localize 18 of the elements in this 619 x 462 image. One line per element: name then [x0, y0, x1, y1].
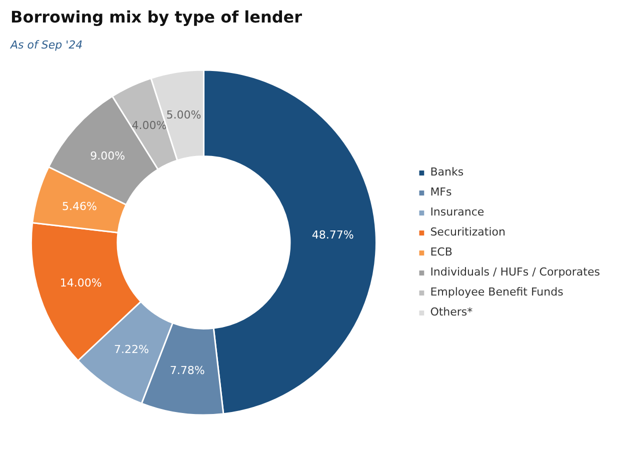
- data-label: 48.77%: [312, 228, 354, 242]
- legend-label: Insurance: [430, 206, 484, 218]
- chart-subtitle: As of Sep '24: [10, 38, 83, 52]
- legend-label: Banks: [430, 166, 464, 178]
- data-label: 7.22%: [114, 343, 149, 356]
- chart-title: Borrowing mix by type of lender: [10, 8, 302, 26]
- legend-label: MFs: [430, 186, 452, 198]
- data-label: 14.00%: [60, 276, 102, 290]
- legend-label: Individuals / HUFs / Corporates: [430, 266, 600, 278]
- legend-label: ECB: [430, 246, 452, 258]
- legend-label: Employee Benefit Funds: [430, 286, 564, 298]
- data-label: 7.78%: [170, 364, 205, 378]
- data-label: 5.46%: [62, 200, 97, 213]
- data-label: 4.00%: [132, 118, 167, 132]
- data-label: 9.00%: [90, 150, 126, 163]
- data-label: 5.00%: [166, 108, 202, 122]
- legend-label: Others*: [430, 306, 473, 318]
- legend-label: Securitization: [430, 226, 506, 238]
